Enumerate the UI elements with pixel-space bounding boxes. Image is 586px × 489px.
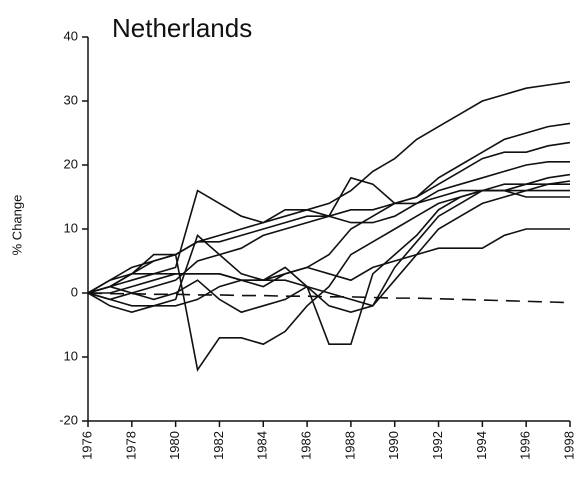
chart-title: Netherlands <box>112 13 252 43</box>
x-tick-label: 1994 <box>474 431 489 460</box>
x-tick-label: 1996 <box>518 431 533 460</box>
line-series <box>87 183 570 314</box>
y-axis-label: % Change <box>9 195 24 256</box>
y-tick-label: -20 <box>59 412 78 427</box>
line-series <box>87 228 570 314</box>
x-tick-label: 1976 <box>79 431 94 460</box>
line-series <box>87 292 571 304</box>
y-tick-label: 0 <box>71 284 78 299</box>
y-tick-label: 10 <box>64 348 78 363</box>
line-series <box>87 122 571 294</box>
x-tick-label: 1992 <box>430 431 445 460</box>
x-tick-label: 1978 <box>123 431 138 460</box>
line-series <box>87 173 571 301</box>
x-tick-label: 1982 <box>211 431 226 460</box>
x-tick-label: 1984 <box>255 431 270 460</box>
x-tick-label: 1990 <box>386 431 401 460</box>
line-series <box>87 81 571 294</box>
y-tick-label: 30 <box>64 92 78 107</box>
x-tick-label: 1980 <box>167 431 182 460</box>
line-series <box>87 141 571 294</box>
x-tick-label: 1986 <box>299 431 314 460</box>
y-tick-label: 10 <box>64 220 78 235</box>
y-tick-label: 20 <box>64 156 78 171</box>
x-tick-label: 1998 <box>561 431 576 460</box>
x-tick-label: 1988 <box>342 431 357 460</box>
line-series <box>88 189 570 345</box>
y-tick-label: 40 <box>64 28 78 43</box>
